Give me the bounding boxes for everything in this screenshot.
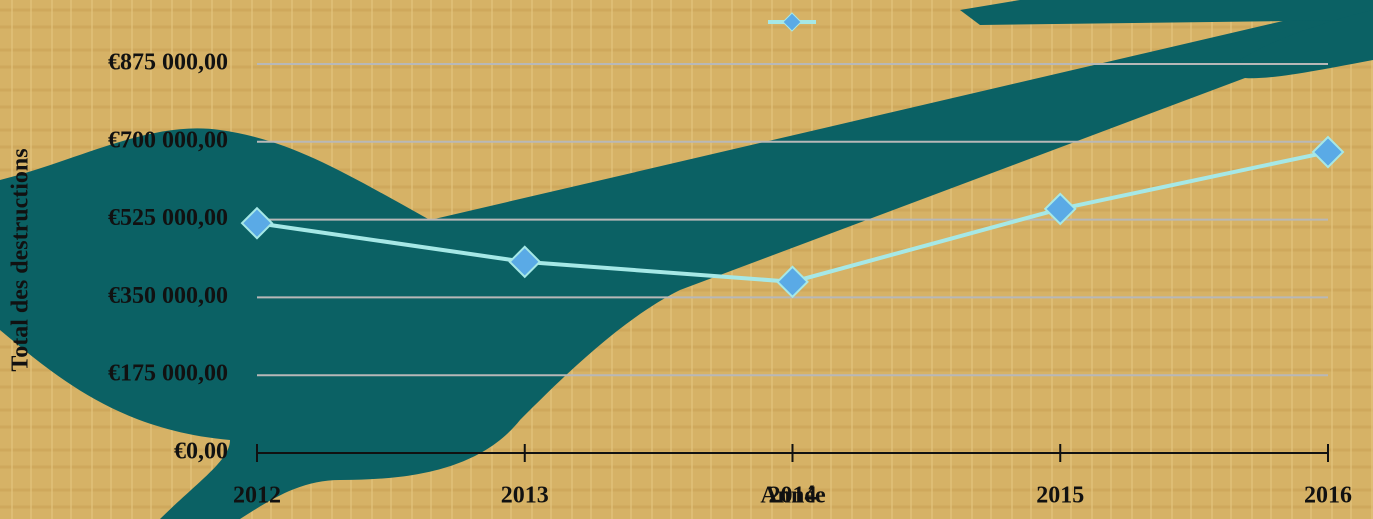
x-tick-label: 2016 [1304,483,1352,509]
x-tick-label: 2014 [769,483,817,509]
x-tick-label: 2012 [233,483,281,509]
y-tick-label: €700 000,00 [108,127,228,153]
x-axis-title: Année [760,483,826,509]
y-tick-label: €0,00 [174,439,228,465]
y-tick-label: €175 000,00 [108,361,228,387]
data-point [240,206,274,240]
y-axis-title: Total des destructions [8,148,34,371]
y-tick-label: €875 000,00 [108,50,228,76]
data-point [1311,135,1345,169]
x-tick-label: 2013 [501,483,549,509]
y-tick-label: €525 000,00 [108,205,228,231]
x-tick-label: 2015 [1036,483,1084,509]
legend-marker [782,12,802,32]
data-point [1043,192,1077,226]
data-point [776,265,809,299]
y-tick-label: €350 000,00 [108,283,228,309]
decor-shape [960,0,1373,25]
decor-shape [1240,10,1373,79]
data-point [508,245,542,279]
